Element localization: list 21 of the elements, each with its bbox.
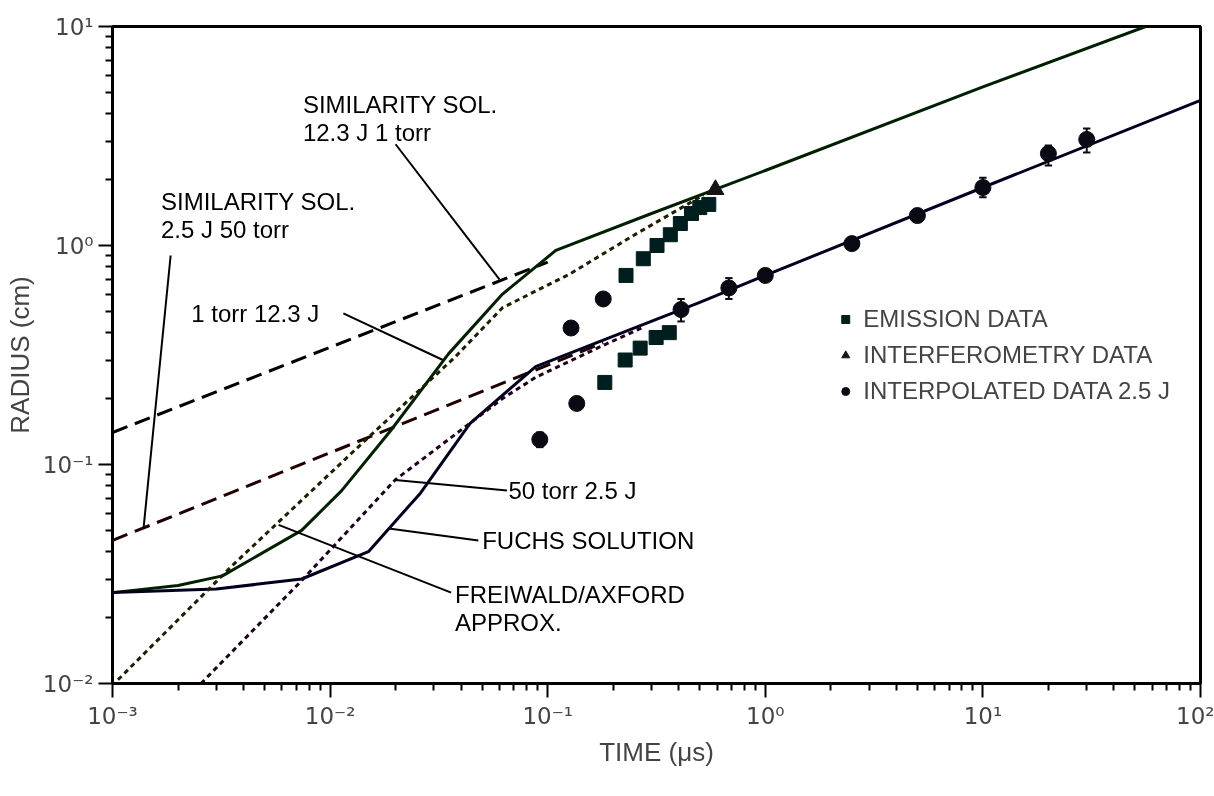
annotation: FUCHS SOLUTION [482,526,695,554]
legend-label: INTERFEROMETRY DATA [863,340,1153,369]
y-axis-title: RADIUS (cm) [4,276,35,434]
annotation: SIMILARITY SOL. 12.3 J 1 torr [302,90,498,147]
annotation: 1 torr 12.3 J [191,299,320,327]
x-tick-label: 10² [1176,702,1214,729]
legend-label: EMISSION DATA [863,304,1048,333]
y-tick-label: 10⁻² [42,670,94,697]
annotation: SIMILARITY SOL. 2.5 J 50 torr [160,187,356,244]
x-axis-title: TIME (μs) [599,736,714,767]
y-tick-label: 10¹ [55,13,94,40]
x-tick-label: 10⁰ [746,702,785,729]
x-tick-label: 10⁻³ [87,702,138,729]
annotation: 50 torr 2.5 J [508,477,637,505]
x-tick-label: 10¹ [963,702,1003,729]
x-tick-label: 10⁻² [304,702,356,729]
y-tick-label: 10⁻¹ [42,451,94,478]
annotation: FREIWALD/AXFORD APPROX. [455,580,685,637]
x-tick-label: 10⁻¹ [522,702,574,729]
y-tick-label: 10⁰ [55,232,94,259]
legend-label: INTERPOLATED DATA 2.5 J [863,376,1170,405]
